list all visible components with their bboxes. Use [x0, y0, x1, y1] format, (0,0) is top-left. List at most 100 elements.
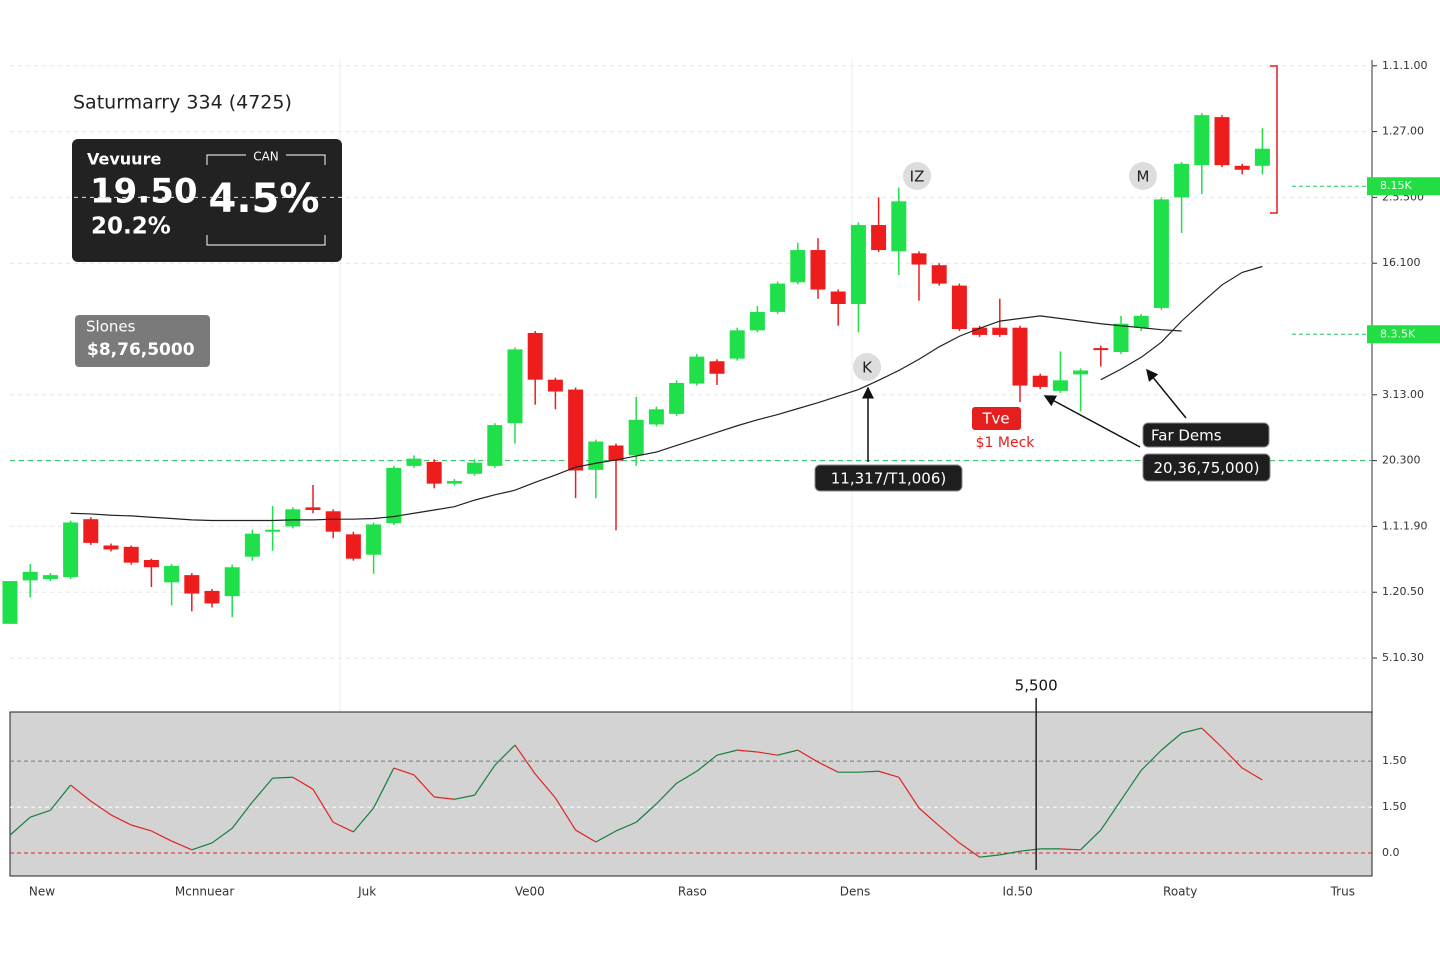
y-tick-label: 1.50 — [1382, 754, 1407, 767]
candle-body — [386, 467, 402, 524]
candle-body — [325, 511, 341, 532]
candle-body — [628, 419, 644, 456]
candle-body — [1254, 148, 1270, 166]
oscillator-segment — [655, 782, 678, 805]
candle-body — [729, 330, 745, 359]
sales-box: Slones $8,76,5000 — [75, 315, 210, 367]
candle-body — [1153, 199, 1169, 308]
candle-body — [244, 533, 260, 557]
oscillator-segment — [332, 821, 354, 833]
box — [72, 139, 342, 262]
candle-body — [830, 291, 846, 305]
oscillator-segment — [817, 761, 839, 773]
value: 19.50 — [90, 172, 198, 212]
candle-body — [911, 253, 927, 265]
y-tick-label: 16.100 — [1382, 256, 1421, 269]
candle-body — [850, 225, 866, 305]
oscillator-segment — [1080, 829, 1102, 851]
candle-body — [22, 571, 38, 581]
candle-body — [164, 565, 180, 583]
candle-body — [1032, 375, 1048, 387]
tag-box — [1367, 325, 1440, 344]
label-bg — [246, 150, 286, 162]
x-tick-label: Id.50 — [1002, 885, 1032, 899]
box — [75, 315, 210, 367]
oscillator-segment — [797, 749, 819, 763]
candle-body — [103, 545, 119, 550]
label: $1 Meck — [976, 435, 1036, 451]
candle-body — [123, 546, 139, 563]
oscillator-segment — [1060, 848, 1081, 851]
candle-body — [992, 327, 1008, 335]
badge-label: K — [862, 359, 873, 377]
candle-body — [770, 283, 786, 312]
callout-label: Far Dems — [1151, 427, 1222, 445]
arrow — [1146, 368, 1187, 419]
candle-body — [42, 575, 58, 580]
candle-body — [63, 522, 79, 578]
y-tick-label: 20.300 — [1382, 454, 1421, 467]
candle-body — [467, 462, 483, 474]
x-tick-label: Dens — [840, 885, 870, 899]
oscillator-segment — [938, 825, 960, 844]
oscillator-segment — [312, 788, 334, 823]
candle-body — [345, 534, 361, 559]
candle-body — [265, 529, 281, 532]
oscillator-segment — [1100, 799, 1122, 831]
oscillator-segment — [676, 770, 698, 784]
oscillator-segment — [413, 774, 435, 798]
oscillator-segment — [454, 794, 475, 800]
oscillator-segment — [171, 840, 193, 851]
y-tick-label: 1.27.00 — [1382, 125, 1424, 138]
candle-body — [1194, 115, 1210, 166]
x-tick-label: Roaty — [1163, 885, 1197, 899]
badge — [1129, 162, 1157, 190]
candle-body — [1113, 323, 1129, 353]
label: Vevuure — [87, 150, 161, 169]
oscillator-segment — [474, 764, 496, 796]
x-tick-label: Ve00 — [515, 885, 545, 899]
callout-box — [1142, 453, 1271, 482]
y-tick-label: 1.1.1.00 — [1382, 59, 1427, 72]
y-tick-label: 1.50 — [1382, 800, 1407, 813]
oscillator-segment — [696, 754, 718, 772]
oscillator-segment — [49, 784, 72, 811]
oscillator-segment — [999, 850, 1021, 856]
oscillator-segment — [595, 830, 617, 843]
candle-body — [891, 201, 907, 252]
label-box — [972, 407, 1021, 430]
oscillator-segment — [191, 842, 213, 851]
oscillator-segment — [9, 816, 31, 836]
oscillator-segment — [777, 749, 798, 756]
oscillator-segment — [373, 767, 395, 809]
oscillator-segment — [1140, 749, 1162, 771]
arrow — [1043, 395, 1141, 448]
oscillator-panel — [9, 711, 1373, 877]
oscillator-segment — [292, 776, 314, 790]
candle-body — [305, 507, 321, 510]
callout-label: 20,36,75,000) — [1153, 459, 1259, 477]
candle-body — [143, 559, 159, 568]
label: Tve — [981, 410, 1009, 428]
change: 20.2% — [91, 214, 171, 240]
oscillator-segment — [737, 749, 758, 753]
label: Slones — [86, 318, 136, 336]
oscillator-segment — [251, 777, 274, 803]
badge — [903, 162, 931, 190]
oscillator-segment — [898, 776, 920, 809]
candle-body — [366, 524, 382, 555]
candle-body — [426, 461, 442, 484]
tag-label: 8.15K — [1380, 179, 1412, 192]
oscillator-segment — [70, 784, 92, 802]
oscillator-segment — [110, 814, 132, 826]
oscillator-segment — [1221, 746, 1243, 769]
bracket — [1270, 65, 1278, 214]
oscillator-segment — [211, 827, 233, 844]
badge — [853, 353, 881, 381]
marker-label: 5,500 — [1015, 677, 1058, 695]
candle-body — [2, 581, 18, 624]
candle-body — [1133, 315, 1149, 328]
oscillator-segment — [90, 800, 112, 816]
candle-body — [669, 382, 685, 414]
